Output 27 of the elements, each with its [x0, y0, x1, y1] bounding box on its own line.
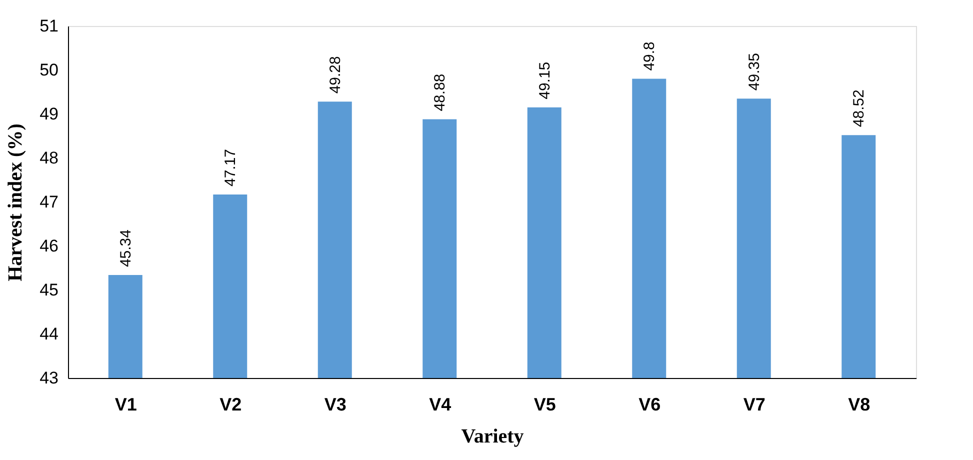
- y-tick-label: 48: [40, 148, 58, 168]
- data-label: 47.17: [222, 148, 240, 187]
- x-tick-label: V6: [638, 394, 661, 414]
- y-tick-label: 44: [40, 324, 58, 344]
- data-label: 45.34: [117, 229, 134, 268]
- y-axis-title: Harvest index (%): [4, 124, 27, 282]
- x-tick-label: V5: [534, 394, 556, 414]
- data-label: 48.88: [432, 74, 449, 112]
- data-label: 49.35: [746, 53, 763, 91]
- y-tick-label: 46: [40, 236, 58, 256]
- data-label: 49.28: [326, 56, 344, 94]
- y-tick-label: 50: [40, 60, 58, 80]
- y-tick-label: 45: [40, 280, 58, 300]
- data-label: 48.52: [850, 90, 868, 128]
- x-tick-label: V4: [429, 394, 452, 414]
- y-tick-label: 51: [40, 16, 58, 36]
- y-tick-label: 43: [40, 368, 58, 388]
- x-tick-label: V1: [114, 394, 137, 414]
- x-tick-label: V2: [220, 394, 242, 414]
- y-tick-label: 49: [40, 104, 58, 124]
- x-tick-label: V8: [848, 394, 870, 414]
- data-label: 49.15: [536, 62, 554, 100]
- x-axis-title: Variety: [461, 426, 524, 448]
- x-tick-label: V3: [324, 394, 346, 414]
- y-tick-label: 47: [40, 192, 58, 212]
- data-label: 49.8: [641, 42, 658, 71]
- x-tick-label: V7: [743, 394, 766, 414]
